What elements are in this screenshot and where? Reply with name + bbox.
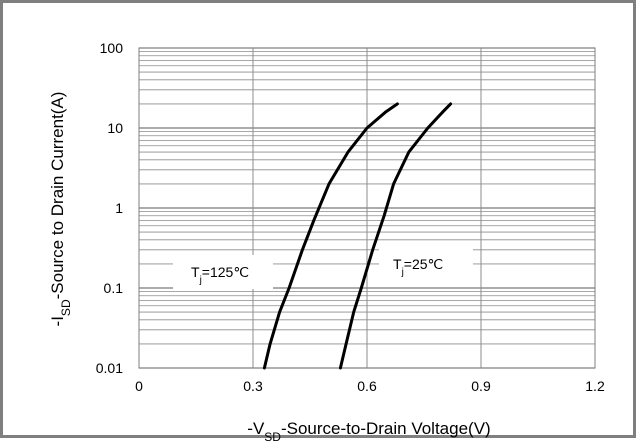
y-tick-label: 0.01	[96, 360, 123, 376]
y-axis-title: -ISD-Source to Drain Current(A)	[48, 92, 73, 327]
annotation-25: Tj=25℃	[393, 256, 443, 278]
annotation-25-background	[379, 248, 473, 280]
annotation-125-background	[173, 255, 273, 289]
chart-svg: 0 0.3 0.6 0.9 1.2 0.01 0.1 1 10 100 Tj=125℃ Tj=25…	[48, 40, 605, 441]
y-tick-label: 0.1	[104, 280, 124, 296]
x-tick-label: 1.2	[585, 378, 605, 394]
x-axis-title: -VSD-Source-to-Drain Voltage(V)	[247, 419, 490, 441]
y-tick-label: 100	[100, 40, 124, 56]
series-line-0	[262, 102, 399, 370]
x-tick-label: 0.6	[357, 378, 377, 394]
y-tick-label: 10	[107, 120, 123, 136]
annotation-125: Tj=125℃	[191, 264, 249, 286]
grid-layer	[138, 47, 596, 369]
x-tick-label: 0.9	[471, 378, 491, 394]
annotation-layer: Tj=125℃ Tj=25℃	[173, 248, 473, 289]
tick-label-layer: 0 0.3 0.6 0.9 1.2 0.01 0.1 1 10 100	[96, 40, 605, 394]
x-tick-label: 0.3	[243, 378, 263, 394]
series-layer	[262, 102, 453, 370]
plot-area-border	[138, 47, 596, 369]
y-tick-label: 1	[115, 200, 123, 216]
series-line-1	[338, 102, 453, 370]
x-tick-label: 0	[135, 378, 143, 394]
